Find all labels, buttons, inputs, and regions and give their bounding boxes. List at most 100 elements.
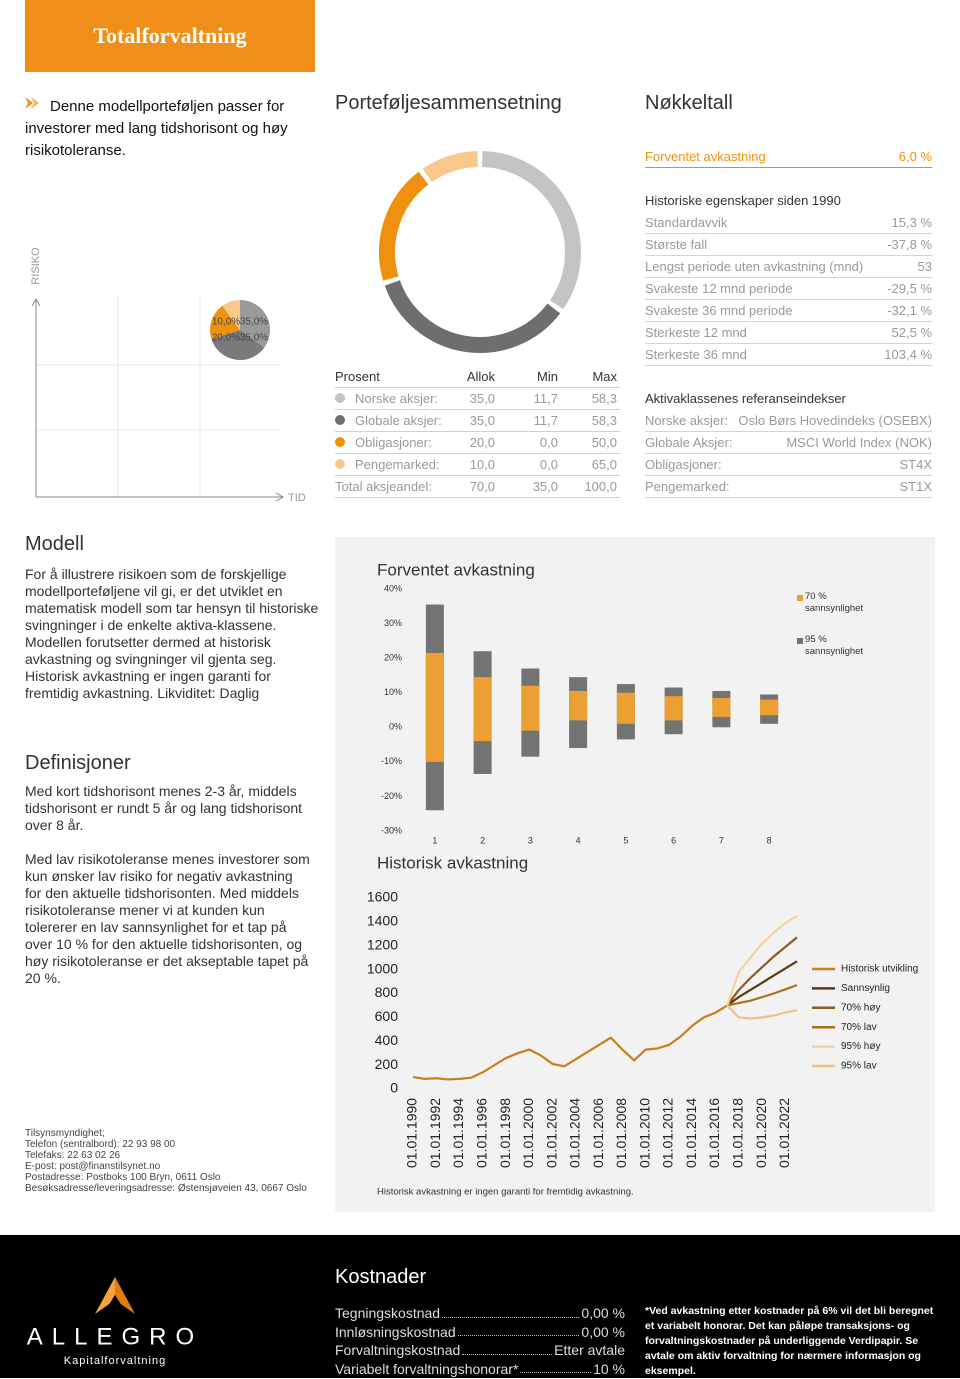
legend-label: 70% høy (841, 1002, 880, 1013)
figure-row: Pengemarked: ST1X (645, 476, 932, 498)
value: 6,0 % (898, 149, 932, 164)
cost-table: Tegningskostnad 0,00 % Innløsningskostnad 0… (335, 1304, 625, 1378)
line-series (726, 960, 798, 1007)
contact-line: Telefaks: 22 63 02 26 (25, 1150, 121, 1161)
range-bar (664, 696, 683, 721)
y-tick-label: 1200 (367, 936, 398, 952)
legend-label: 95% høy (841, 1041, 880, 1052)
x-tick-label: 01.01.2018 (730, 1098, 746, 1168)
portfolio-table: Prosent Allok Min Max Norske aksjer: 35,0 11,7… (335, 366, 620, 498)
x-tick-label: 1 (432, 835, 437, 845)
table-cell: 50,0 (591, 435, 617, 450)
line-series (726, 914, 798, 1006)
value: ST1X (899, 479, 932, 494)
axis-label: RISIKO (30, 247, 42, 285)
label: Lengst periode uten avkastning (mnd) (645, 259, 864, 274)
table-cell: 20,0 (469, 435, 495, 450)
table-cell: 35,0 (469, 391, 495, 406)
legend-dot (335, 415, 345, 425)
pie-slice (210, 305, 240, 340)
x-tick-label: 7 (719, 835, 724, 845)
legend-label: 70% lav (841, 1022, 877, 1033)
y-tick-label: -20% (381, 791, 402, 801)
value: 53 (917, 259, 932, 274)
label: Tegningskostnad (335, 1305, 441, 1321)
legend-dot (335, 393, 345, 403)
expected-row: Forventet avkastning 6,0 % (645, 146, 932, 168)
figure-row: Standardavvik 15,3 % (645, 212, 932, 234)
x-tick-label: 01.01.2010 (636, 1098, 652, 1168)
axis-arrow (31, 297, 41, 307)
label: Pengemarked: (645, 479, 730, 494)
range-bar (760, 699, 779, 716)
x-tick-label: 6 (671, 835, 676, 845)
label: Svakeste 12 mnd periode (645, 281, 793, 296)
legend-label: 95 % sannsynlighet (805, 634, 864, 657)
value: -32,1 % (887, 303, 932, 318)
x-tick-label: 01.01.2012 (660, 1098, 676, 1168)
chart-note: Historisk avkastning er ingen garanti fo… (377, 1187, 634, 1198)
data-label: 35,0% (240, 317, 268, 328)
logo-tagline: Kapitalforvaltning (64, 1355, 166, 1367)
x-tick-label: 01.01.2000 (520, 1098, 536, 1168)
section-title: Modell (25, 533, 84, 555)
logo-mark (95, 1277, 135, 1314)
x-tick-label: 01.01.1998 (497, 1098, 513, 1168)
label: Innløsningskostnad (335, 1323, 456, 1340)
x-tick-label: 01.01.1990 (404, 1098, 420, 1168)
paragraph: For å illustrere risikoen som de forskje… (25, 566, 319, 701)
y-tick-label: 800 (375, 984, 399, 1000)
label: Sterkeste 12 mnd (645, 325, 747, 340)
figure-row: Svakeste 12 mnd periode -29,5 % (645, 278, 932, 300)
figure-row: Obligasjoner: ST4X (645, 454, 932, 476)
y-tick-label: 600 (375, 1008, 399, 1024)
table-cell: Globale aksjer: (355, 413, 442, 428)
label: Variabelt forvaltningshonorar* (335, 1360, 519, 1377)
paragraph: Med kort tidshorisont menes 2-3 år, midd… (25, 783, 303, 833)
legend-label: Historisk utvikling (841, 964, 918, 975)
value: -37,8 % (887, 237, 932, 252)
logo-shape (115, 1277, 135, 1314)
table-cell: Norske aksjer: (355, 391, 439, 406)
x-tick-label: 01.01.1994 (450, 1098, 466, 1168)
figure-row: Største fall -37,8 % (645, 234, 932, 256)
y-tick-label: -30% (381, 825, 402, 835)
leader (442, 1304, 580, 1318)
y-tick-label: 200 (375, 1056, 399, 1072)
value: ST4X (899, 457, 932, 472)
chart-title: Historisk avkastning (377, 853, 528, 872)
y-tick-label: 20% (384, 653, 402, 663)
axis-arrow (275, 492, 285, 502)
donut-segment (481, 151, 581, 310)
donut-segment (422, 151, 479, 183)
data-label: 35,0% (240, 333, 268, 344)
table-cell: 35,0 (532, 479, 558, 494)
label: Forvaltningskostnad (335, 1342, 461, 1358)
contact-line: Postadresse: Postboks 100 Bryn, 0611 Osl… (25, 1172, 221, 1183)
logo-shape (103, 1295, 127, 1314)
table-cell: 100,0 (584, 479, 617, 494)
y-tick-label: 0 (390, 1080, 398, 1096)
value: 10 % (593, 1360, 625, 1377)
x-tick-label: 01.01.2004 (567, 1098, 583, 1168)
contact-line: Besøksadresse/leveringsadresse: Østensjø… (25, 1183, 307, 1194)
value: 52,5 % (891, 325, 932, 340)
cost-row: Forvaltningskostnad Etter avtale (335, 1341, 625, 1360)
history-list: Standardavvik 15,3 % Største fall -37,8 % Le… (645, 212, 932, 366)
table-cell: Obligasjoner: (355, 435, 432, 450)
logo-shape (95, 1277, 115, 1314)
leader (462, 1341, 553, 1355)
legend-label: 95% lav (841, 1061, 877, 1072)
table-cell: 58,3 (591, 391, 617, 406)
section-title: Kostnader (335, 1266, 427, 1288)
value: Oslo Børs Hovedindeks (OSEBX) (738, 413, 932, 428)
figure-row: Sterkeste 12 mnd 52,5 % (645, 322, 932, 344)
data-label: 10,0% (212, 317, 240, 328)
table-cell: 11,7 (533, 413, 558, 428)
y-tick-label: 400 (375, 1032, 399, 1048)
contact: Tilsynsmyndighet; Telefon (sentralbord): … (25, 1128, 307, 1194)
x-tick-label: 5 (623, 835, 628, 845)
table-row: Globale aksjer: 35,0 11,7 58,3 (335, 410, 620, 432)
